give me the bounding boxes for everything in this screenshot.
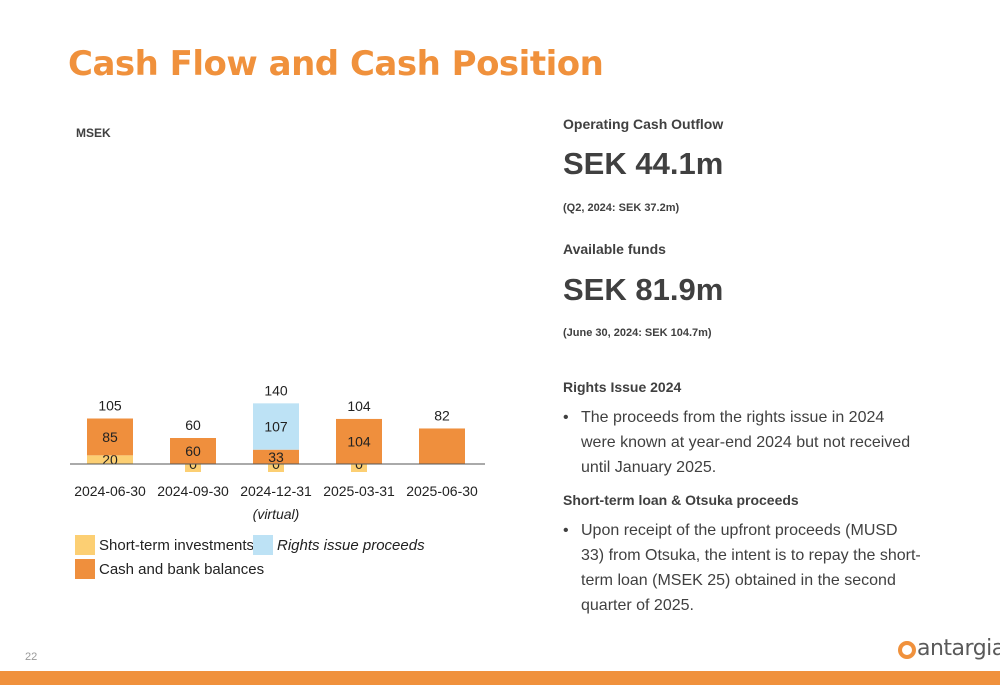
rights-issue-bullet: • The proceeds from the rights issue in …: [563, 405, 923, 480]
loan-bullet: • Upon receipt of the upfront proceeds (…: [563, 518, 923, 618]
cantargia-logo: antargia: [898, 636, 1000, 661]
available-funds-note: (June 30, 2024: SEK 104.7m): [563, 327, 712, 339]
available-funds-label: Available funds: [563, 241, 666, 257]
bar-cash: [170, 438, 216, 464]
y-axis-unit: MSEK: [76, 126, 111, 140]
logo-text: antargia: [917, 636, 1000, 661]
available-funds-value: SEK 81.9m: [563, 272, 724, 307]
logo-mark-icon: [898, 640, 916, 659]
total-label: 104: [347, 398, 371, 414]
legend-swatch-rights: [253, 535, 273, 555]
legend-label-short-term: Short-term investments: [99, 536, 255, 554]
rights-issue-heading: Rights Issue 2024: [563, 379, 682, 395]
bar-short_term: [87, 455, 133, 464]
legend-label-rights: Rights issue proceeds: [277, 536, 425, 554]
bar-cash: [336, 418, 382, 464]
cash-position-chart: 20851052024-06-30060602024-09-3003310714…: [70, 382, 485, 522]
bullet-marker: •: [563, 409, 569, 426]
rights-issue-text: The proceeds from the rights issue in 20…: [581, 409, 911, 476]
x-tick-label: 2025-03-31: [323, 483, 395, 499]
loan-text: Upon receipt of the upfront proceeds (MU…: [581, 522, 921, 614]
x-tick-label: 2024-09-30: [157, 483, 229, 499]
total-label: 105: [98, 398, 122, 414]
total-label: 82: [434, 407, 450, 423]
bar-cash: [87, 418, 133, 456]
page-title: Cash Flow and Cash Position: [68, 44, 604, 84]
legend-swatch-cash: [75, 559, 95, 579]
data-label-rights: 107: [264, 419, 288, 435]
loan-heading: Short-term loan & Otsuka proceeds: [563, 492, 799, 508]
operating-cash-outflow-label: Operating Cash Outflow: [563, 116, 724, 132]
total-label: 60: [185, 417, 201, 433]
bullet-marker: •: [563, 522, 569, 539]
data-label-cash: 104: [347, 433, 371, 449]
x-tick-label: 2025-06-30: [406, 483, 478, 499]
data-label-cash: 85: [102, 429, 118, 445]
page-number: 22: [25, 651, 38, 663]
x-tick-label: 2024-06-30: [74, 483, 146, 499]
data-label-cash: 33: [268, 449, 284, 465]
bar-cash: [253, 449, 299, 464]
total-label: 140: [264, 382, 288, 398]
bar-cash: [419, 428, 465, 464]
legend-item-cash: Cash and bank balances: [75, 559, 264, 579]
legend-item-rights: Rights issue proceeds: [253, 535, 425, 555]
footer-accent-bar: [0, 671, 1000, 685]
data-label-cash: 60: [185, 443, 201, 459]
operating-cash-outflow-note: (Q2, 2024: SEK 37.2m): [563, 202, 680, 214]
x-tick-sublabel: (virtual): [253, 506, 300, 522]
legend-label-cash: Cash and bank balances: [99, 560, 265, 578]
x-tick-label: 2024-12-31: [240, 483, 312, 499]
legend-swatch-short-term: [75, 535, 95, 555]
bar-rights: [253, 403, 299, 450]
legend-item-short-term: Short-term investments: [75, 535, 254, 555]
operating-cash-outflow-value: SEK 44.1m: [563, 146, 724, 181]
